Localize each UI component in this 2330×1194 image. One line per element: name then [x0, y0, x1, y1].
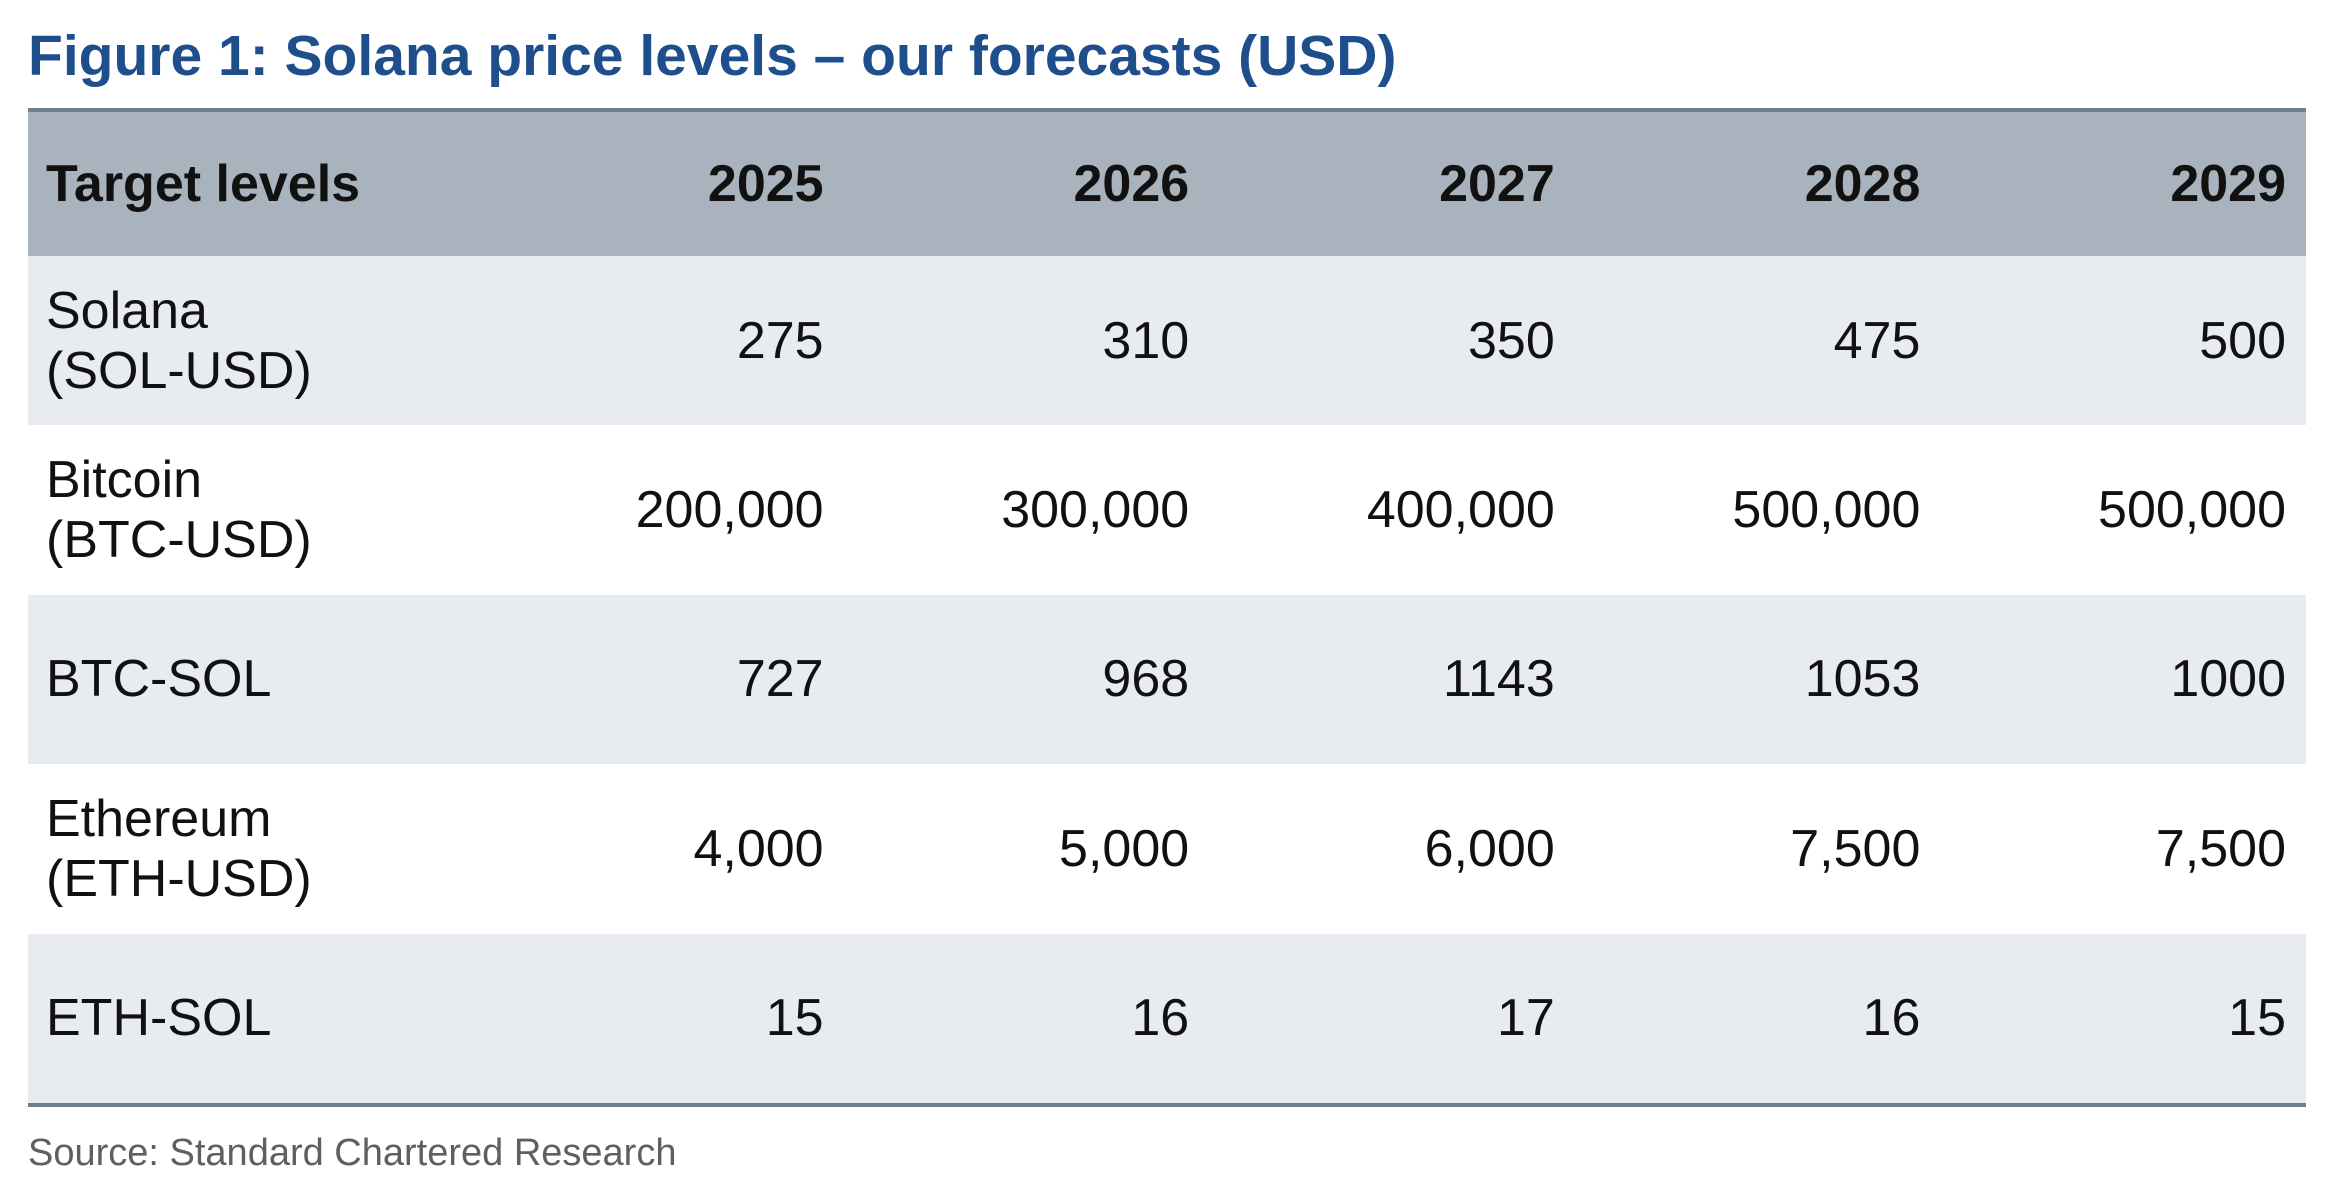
row-label: ETH-SOL [28, 934, 478, 1103]
table-cell: 350 [1468, 311, 1555, 370]
figure: Figure 1: Solana price levels – our fore… [28, 0, 2306, 1181]
table-cell: 1000 [2170, 650, 2286, 709]
row-label-line: (SOL-USD) [46, 341, 312, 400]
table-cell: 4,000 [693, 819, 824, 878]
header-year: 2027 [1439, 155, 1555, 213]
row-label-line: Ethereum [46, 789, 272, 848]
table-cell: 968 [1102, 650, 1190, 709]
header-target-levels: Target levels [46, 155, 361, 213]
row-label: BTC-SOL [28, 595, 478, 764]
table-cell: 500,000 [1732, 481, 1921, 540]
table-cell: 500 [2199, 311, 2286, 370]
forecast-table: Target levels 2025 2026 2027 2028 2029 S… [28, 112, 2306, 1103]
row-label-line: BTC-SOL [46, 650, 272, 709]
table-cell: 7,500 [2155, 819, 2286, 878]
table-cell: 5,000 [1059, 819, 1190, 878]
row-label: Solana (SOL-USD) [28, 256, 478, 425]
table-cell: 15 [2228, 989, 2286, 1048]
table-row: Solana (SOL-USD) 275 310 350 475 500 [28, 256, 2306, 426]
table-row: ETH-SOL 15 16 17 16 15 [28, 933, 2306, 1103]
table-cell: 500,000 [2098, 481, 2286, 540]
row-label-line: ETH-SOL [46, 989, 272, 1048]
row-label-line: (ETH-USD) [46, 849, 312, 908]
table-cell: 7,500 [1790, 819, 1921, 878]
row-label: Ethereum (ETH-USD) [28, 764, 478, 933]
header-year: 2029 [2170, 155, 2286, 213]
table-cell: 1053 [1804, 650, 1921, 709]
row-label-line: (BTC-USD) [46, 511, 312, 570]
header-year: 2025 [707, 155, 824, 213]
table-cell: 16 [1862, 989, 1921, 1048]
table-row: BTC-SOL 727 968 1143 1053 1000 [28, 594, 2306, 765]
table-header-row: Target levels 2025 2026 2027 2028 2029 [28, 112, 2306, 256]
table-cell: 15 [765, 989, 824, 1048]
table-row: Ethereum (ETH-USD) 4,000 5,000 6,000 7,5… [28, 764, 2306, 934]
table-cell: 1143 [1442, 650, 1555, 709]
row-label: Bitcoin (BTC-USD) [28, 425, 478, 594]
table-cell: 275 [736, 311, 824, 370]
figure-title: Figure 1: Solana price levels – our fore… [28, 24, 1397, 88]
table-cell: 200,000 [635, 481, 824, 540]
table-cell: 475 [1833, 311, 1921, 370]
table-cell: 400,000 [1366, 481, 1555, 540]
table-cell: 16 [1131, 989, 1190, 1048]
table-cell: 17 [1496, 989, 1555, 1048]
table-cell: 300,000 [1001, 481, 1190, 540]
header-year: 2026 [1073, 155, 1190, 213]
row-label-line: Bitcoin [46, 451, 203, 510]
table-cell: 310 [1102, 311, 1190, 370]
source-note: Source: Standard Chartered Research [28, 1131, 677, 1174]
table-container: Target levels 2025 2026 2027 2028 2029 S… [28, 108, 2306, 1107]
table-cell: 6,000 [1424, 819, 1555, 878]
header-year: 2028 [1804, 155, 1921, 213]
table-cell: 727 [736, 650, 824, 709]
row-label-line: Solana [46, 281, 208, 340]
table-row: Bitcoin (BTC-USD) 200,000 300,000 400,00… [28, 425, 2306, 595]
